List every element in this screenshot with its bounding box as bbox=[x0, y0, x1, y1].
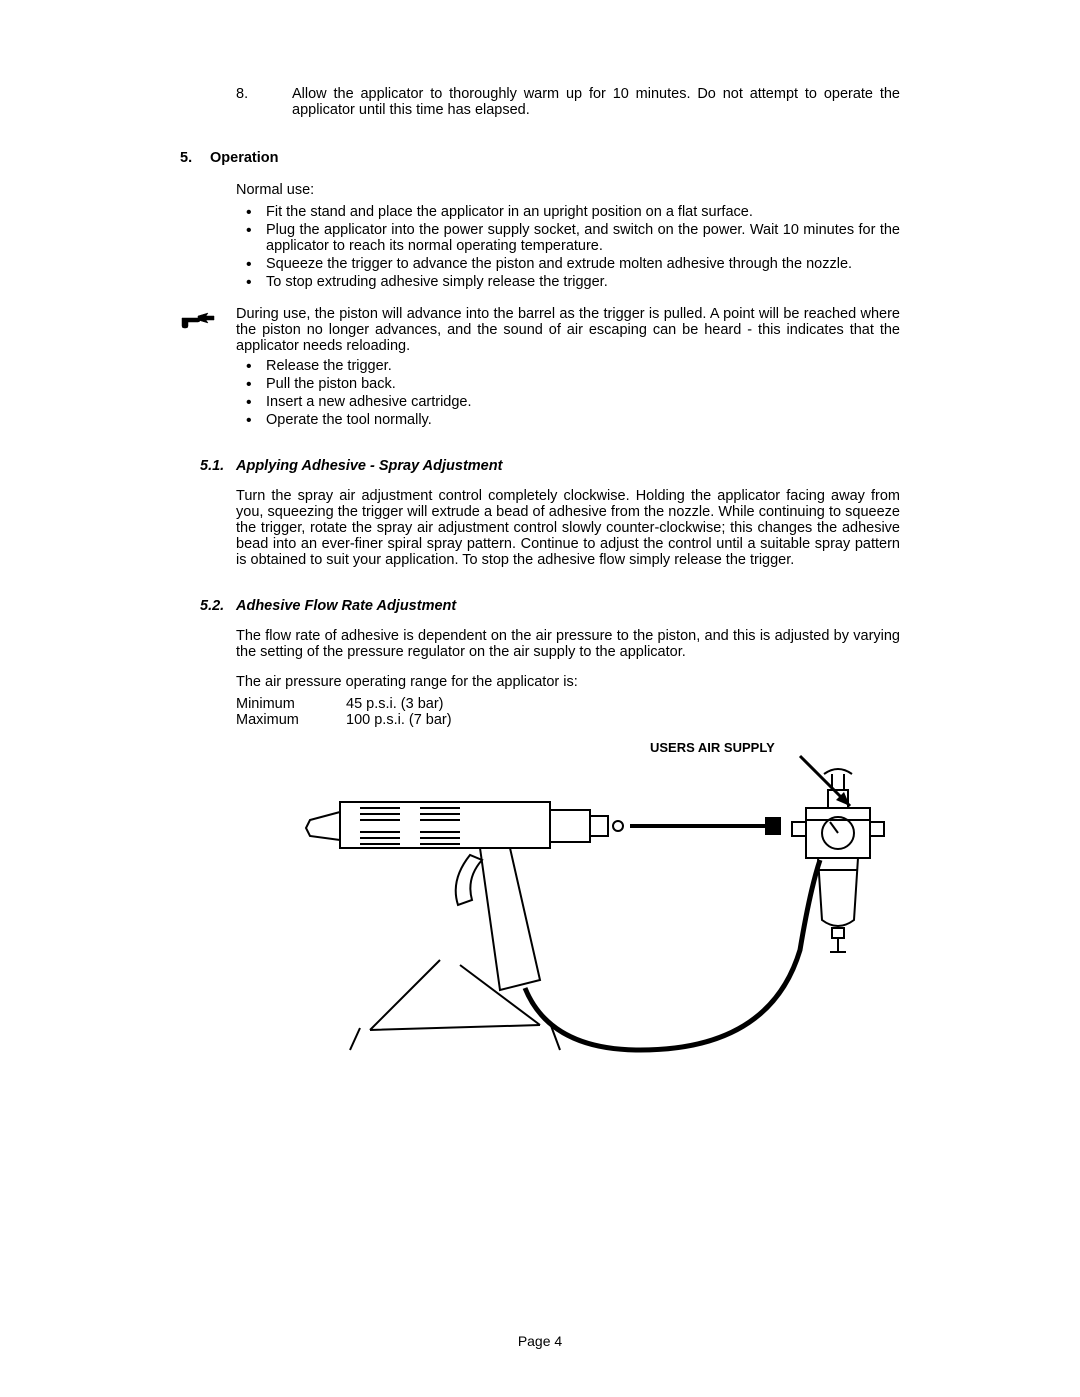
min-value: 45 p.s.i. (3 bar) bbox=[346, 696, 444, 712]
list-item: Squeeze the trigger to advance the pisto… bbox=[236, 256, 900, 272]
min-label: Minimum bbox=[236, 696, 346, 712]
pointing-hand-icon bbox=[180, 306, 228, 354]
section-number: 5. bbox=[180, 150, 210, 166]
step-text: Allow the applicator to thoroughly warm … bbox=[292, 86, 900, 118]
range-intro: The air pressure operating range for the… bbox=[236, 674, 900, 690]
section-number: 5.2. bbox=[200, 598, 236, 614]
max-label: Maximum bbox=[236, 712, 346, 728]
section-5-2-heading: 5.2. Adhesive Flow Rate Adjustment bbox=[200, 598, 900, 614]
step-8: 8. Allow the applicator to thoroughly wa… bbox=[236, 86, 900, 118]
list-item: Insert a new adhesive cartridge. bbox=[236, 394, 900, 410]
list-item: Pull the piston back. bbox=[236, 376, 900, 392]
section-number: 5.1. bbox=[200, 458, 236, 474]
normal-use-list: Fit the stand and place the applicator i… bbox=[236, 204, 900, 290]
applicator-diagram: USERS AIR SUPPLY bbox=[180, 742, 900, 1062]
section-5-heading: 5. Operation bbox=[180, 150, 900, 166]
section-5-1-body: Turn the spray air adjustment control co… bbox=[236, 488, 900, 568]
section-title: Operation bbox=[210, 150, 278, 166]
list-item: To stop extruding adhesive simply releas… bbox=[236, 274, 900, 290]
section-title: Applying Adhesive - Spray Adjustment bbox=[236, 458, 502, 474]
list-item: Fit the stand and place the applicator i… bbox=[236, 204, 900, 220]
page-footer: Page 4 bbox=[0, 1333, 1080, 1349]
note-block: During use, the piston will advance into… bbox=[180, 306, 900, 354]
list-item: Release the trigger. bbox=[236, 358, 900, 374]
reload-list: Release the trigger. Pull the piston bac… bbox=[236, 358, 900, 428]
section-title: Adhesive Flow Rate Adjustment bbox=[236, 598, 456, 614]
pressure-min-row: Minimum 45 p.s.i. (3 bar) bbox=[236, 696, 900, 712]
list-item: Plug the applicator into the power suppl… bbox=[236, 222, 900, 254]
section-5-2-body: The flow rate of adhesive is dependent o… bbox=[236, 628, 900, 660]
pressure-max-row: Maximum 100 p.s.i. (7 bar) bbox=[236, 712, 900, 728]
section-5-1-heading: 5.1. Applying Adhesive - Spray Adjustmen… bbox=[200, 458, 900, 474]
list-item: Operate the tool normally. bbox=[236, 412, 900, 428]
step-number: 8. bbox=[236, 86, 292, 118]
max-value: 100 p.s.i. (7 bar) bbox=[346, 712, 452, 728]
normal-use-label: Normal use: bbox=[236, 182, 900, 198]
note-text: During use, the piston will advance into… bbox=[236, 306, 900, 354]
